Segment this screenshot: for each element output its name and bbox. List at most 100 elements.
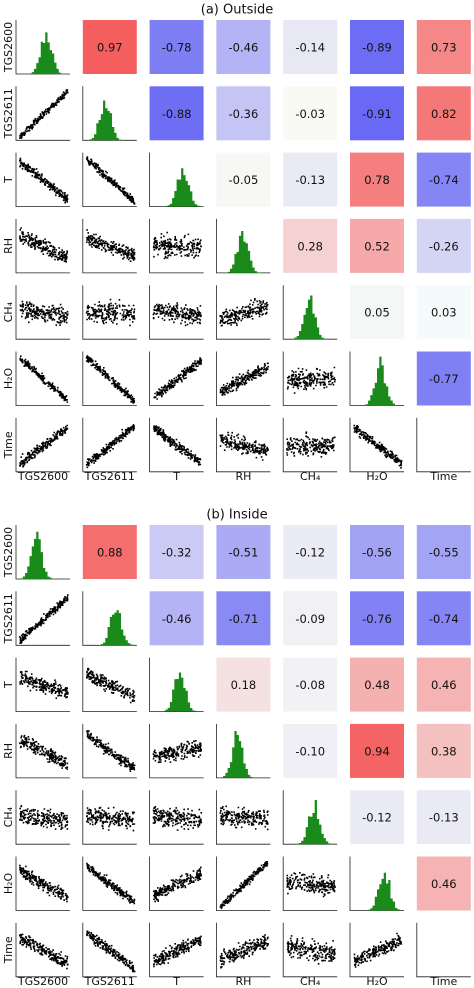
axis bbox=[15, 657, 70, 712]
scatter-decoration bbox=[19, 734, 69, 770]
histogram-decoration bbox=[283, 295, 338, 340]
axis bbox=[349, 417, 404, 473]
axis bbox=[82, 657, 137, 712]
correlation-label: -0.78 bbox=[162, 41, 192, 55]
correlation-cell bbox=[350, 723, 404, 778]
y-label: TGS2600 bbox=[2, 527, 15, 578]
scatter-decoration bbox=[19, 89, 69, 139]
axis bbox=[15, 351, 70, 406]
scatter-decoration bbox=[152, 740, 202, 764]
correlation-cell bbox=[149, 86, 204, 141]
correlation-label: -0.88 bbox=[162, 107, 192, 121]
correlation-label: -0.55 bbox=[429, 546, 459, 560]
axis bbox=[15, 218, 70, 274]
axis bbox=[82, 922, 137, 978]
scatter-decoration bbox=[19, 933, 69, 970]
axis bbox=[149, 417, 204, 473]
correlation-cell bbox=[416, 723, 471, 778]
scatter-decoration bbox=[152, 806, 203, 831]
x-label: H₂O bbox=[366, 470, 388, 483]
axis bbox=[149, 922, 204, 978]
axis bbox=[15, 723, 70, 779]
axis bbox=[82, 790, 137, 845]
scatter-decoration bbox=[286, 935, 336, 965]
x-label: TGS2611 bbox=[84, 975, 135, 988]
scatter-decoration bbox=[85, 424, 135, 469]
y-label: H₂O bbox=[2, 367, 15, 389]
correlation-label: -0.13 bbox=[429, 811, 459, 825]
correlation-label: -0.03 bbox=[295, 107, 325, 121]
scatter-decoration bbox=[152, 302, 202, 327]
scatter-decoration bbox=[19, 670, 69, 699]
correlation-cell bbox=[149, 20, 204, 74]
correlation-cell bbox=[416, 285, 471, 340]
axis bbox=[149, 723, 204, 779]
x-label: CH₄ bbox=[300, 470, 321, 483]
x-label: RH bbox=[235, 470, 251, 483]
axis bbox=[416, 417, 471, 473]
correlation-label: -0.13 bbox=[295, 173, 325, 187]
correlation-cell bbox=[416, 86, 471, 141]
correlation-cell bbox=[350, 20, 404, 74]
axis bbox=[15, 856, 70, 911]
correlation-cell bbox=[416, 657, 471, 712]
histogram-decoration bbox=[350, 872, 404, 911]
scatter-decoration bbox=[85, 156, 136, 205]
scatter-decoration bbox=[86, 667, 136, 704]
axis bbox=[216, 856, 271, 911]
scatter-decoration bbox=[153, 866, 202, 903]
correlation-label: 0.52 bbox=[364, 239, 390, 253]
scatter-decoration bbox=[19, 424, 69, 468]
correlation-label: -0.74 bbox=[429, 173, 459, 187]
scatter-decoration bbox=[153, 425, 202, 466]
axis bbox=[15, 922, 70, 978]
histogram-decoration bbox=[216, 231, 271, 273]
x-label: RH bbox=[235, 975, 251, 988]
x-label: H₂O bbox=[366, 975, 388, 988]
correlation-label: 0.28 bbox=[297, 239, 323, 253]
axis bbox=[149, 218, 204, 274]
correlation-cell bbox=[216, 525, 271, 579]
scatter-decoration bbox=[353, 932, 403, 968]
correlation-cell bbox=[350, 285, 404, 340]
y-label: RH bbox=[2, 238, 15, 254]
correlation-label: -0.91 bbox=[362, 107, 392, 121]
axis bbox=[416, 922, 471, 978]
histogram-decoration bbox=[82, 610, 137, 646]
axis bbox=[282, 417, 338, 473]
correlation-label: -0.26 bbox=[429, 239, 459, 253]
correlation-cell bbox=[283, 525, 338, 579]
x-label: Time bbox=[429, 470, 457, 483]
correlation-cell bbox=[216, 86, 271, 141]
axis bbox=[216, 790, 271, 845]
scatter-decoration bbox=[219, 861, 269, 910]
scatter-decoration bbox=[19, 594, 69, 644]
axis bbox=[15, 285, 70, 340]
axis bbox=[216, 351, 271, 406]
scatter-decoration bbox=[86, 806, 136, 832]
scatter-decoration bbox=[86, 229, 136, 262]
correlation-cell bbox=[283, 152, 338, 207]
correlation-label: 0.78 bbox=[364, 173, 390, 187]
scatter-decoration bbox=[286, 431, 336, 458]
correlation-label: 0.18 bbox=[231, 678, 257, 692]
correlation-cell bbox=[216, 152, 271, 207]
histogram-decoration bbox=[16, 32, 70, 74]
correlation-label: -0.71 bbox=[229, 612, 259, 626]
axis bbox=[82, 285, 137, 340]
correlation-cell bbox=[149, 591, 204, 646]
correlation-label: 0.46 bbox=[431, 678, 457, 692]
scatter-decoration bbox=[219, 431, 269, 461]
correlation-label: 0.46 bbox=[431, 877, 457, 891]
axis bbox=[15, 417, 70, 473]
scatter-decoration bbox=[286, 366, 336, 394]
correlation-cell bbox=[350, 86, 404, 141]
y-label: TGS2611 bbox=[2, 593, 15, 644]
correlation-label: -0.36 bbox=[229, 107, 259, 121]
correlation-cell bbox=[283, 591, 338, 646]
y-label: T bbox=[2, 681, 15, 689]
scatter-decoration bbox=[219, 298, 269, 327]
scatter-decoration bbox=[152, 231, 202, 260]
axis bbox=[216, 922, 271, 978]
scatter-decoration bbox=[19, 805, 69, 830]
